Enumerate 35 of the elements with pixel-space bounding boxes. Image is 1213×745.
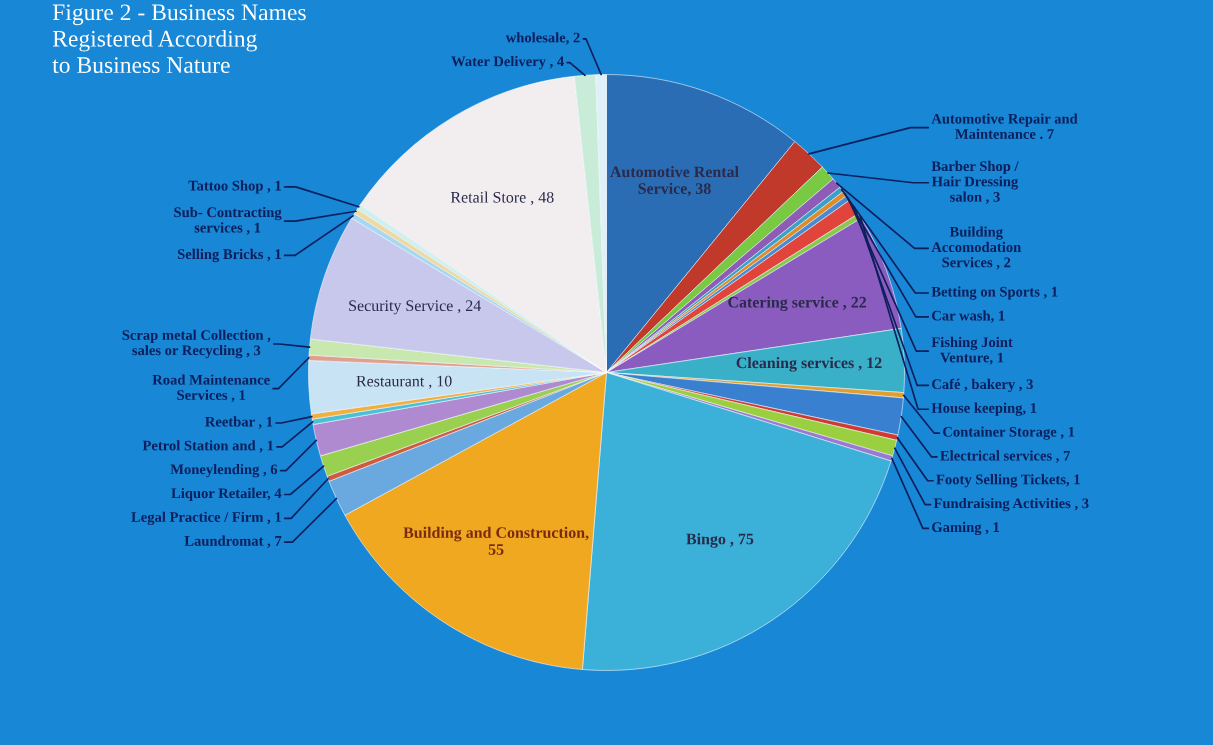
slice-label: Moneylending , 6 [170,463,278,478]
slice-label: Automotive Rental Service, 38 [610,166,739,197]
slice-label: Café , bakery , 3 [932,378,1033,393]
slice-label: Electrical services , 7 [940,450,1070,463]
slice-label: Restaurant , 10 [356,375,452,389]
slice-label: Cleaning services , 12 [736,356,882,372]
slice-label: Tattoo Shop , 1 [188,180,281,194]
slice-label: Building Accomodation Services , 2 [931,226,1022,270]
slice-label: Automotive Repair and Maintenance . 7 [931,113,1078,139]
slice-label: Water Delivery , 4 [451,56,564,70]
slice-label: Liquor Retailer, 4 [171,487,282,502]
slice-label: wholesale, 2 [505,32,580,45]
slice-label: Container Storage , 1 [943,426,1075,440]
slice-label: Fundraising Activities , 3 [933,497,1089,512]
slice-label: Scrap metal Collection , sales or Recycling , 3 [122,329,271,359]
slice-label: Building and Construction, 55 [403,526,589,555]
slice-label: Car wash, 1 [932,310,1005,323]
slice-label: Betting on Sports , 1 [931,286,1058,300]
slice-label: House keeping, 1 [931,402,1037,416]
slice-label: Security Service , 24 [349,300,481,315]
slice-label: Fishing Joint Venture, 1 [931,336,1013,365]
slice-label: Barber Shop / Hair Dressing salon , 3 [931,160,1019,204]
slice-label: Retail Store , 48 [450,191,554,205]
slice-label: Gaming , 1 [932,521,1000,536]
slice-label: Selling Bricks , 1 [177,248,281,263]
slice-label: Petrol Station and , 1 [142,440,274,453]
slice-label: Laundromat , 7 [184,535,282,548]
chart-title: Figure 2 - Business Names Registered According to Business Nature [52,4,306,74]
slice-label: Reetbar , 1 [205,416,273,429]
slice-label: Legal Practice / Firm , 1 [131,511,281,525]
slice-label: Footy Selling Tickets, 1 [936,474,1080,488]
slice-label: Road Maintenance Services , 1 [152,374,270,403]
slice-label: Bingo , 75 [686,533,754,548]
slice-label: Sub- Contracting services , 1 [174,206,282,235]
slice-label: Catering service , 22 [728,296,867,311]
